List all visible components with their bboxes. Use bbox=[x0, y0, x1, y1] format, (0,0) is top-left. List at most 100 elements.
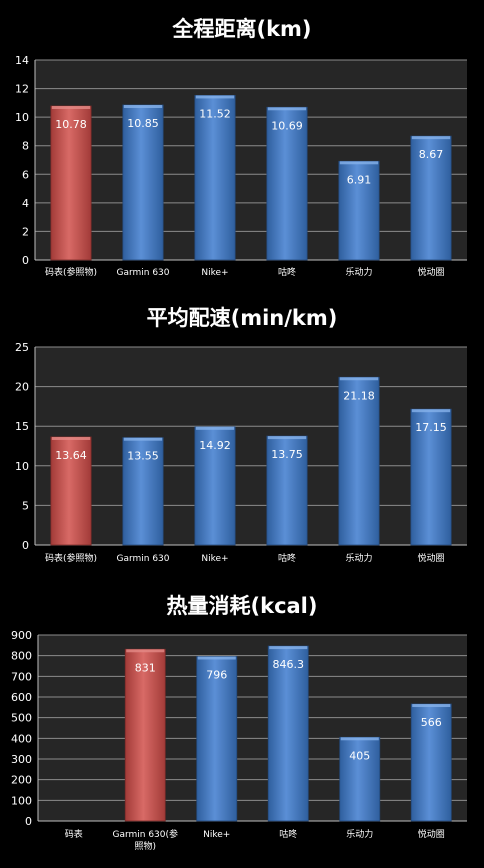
calories-y-tick-label: 400 bbox=[11, 732, 32, 745]
distance-y-tick-label: 10 bbox=[15, 111, 29, 124]
distance-y-tick-label: 14 bbox=[15, 54, 29, 67]
distance-data-label: 10.85 bbox=[127, 117, 159, 130]
calories-bar-cap bbox=[340, 737, 379, 741]
pace-y-tick-label: 25 bbox=[15, 341, 29, 354]
calories-bar-cap bbox=[269, 646, 308, 650]
pace-data-label: 21.18 bbox=[343, 389, 375, 402]
calories-plot-area bbox=[38, 635, 467, 821]
calories-bar bbox=[124, 648, 166, 822]
calories-bar bbox=[339, 736, 381, 822]
pace-category-label: 咕咚 bbox=[278, 552, 296, 564]
calories-category-label: 咕咚 bbox=[279, 828, 297, 840]
calories-bar bbox=[196, 656, 238, 822]
pace-category-label: 乐动力 bbox=[345, 552, 372, 564]
distance-data-label: 10.78 bbox=[55, 118, 87, 131]
distance-plot-area bbox=[35, 60, 467, 260]
calories-y-tick-label: 600 bbox=[11, 691, 32, 704]
distance-bar-cap bbox=[339, 161, 379, 165]
calories-category-label: 乐动力 bbox=[346, 828, 373, 840]
pace-data-label: 13.75 bbox=[271, 448, 303, 461]
calories-y-tick-label: 800 bbox=[11, 650, 32, 663]
distance-data-label: 11.52 bbox=[199, 107, 231, 120]
pace-category-label: 码表(参照物) bbox=[45, 552, 97, 564]
pace-y-tick-label: 15 bbox=[15, 420, 29, 433]
calories-y-tick-label: 500 bbox=[11, 712, 32, 725]
pace-bar bbox=[338, 376, 380, 546]
distance-category-label: Garmin 630 bbox=[116, 268, 169, 278]
calories-y-tick-label: 700 bbox=[11, 670, 32, 683]
pace-bar-cap bbox=[51, 436, 91, 440]
distance-y-tick-label: 6 bbox=[22, 168, 29, 181]
distance-bar bbox=[194, 95, 236, 261]
distance-data-label: 10.69 bbox=[271, 119, 303, 132]
pace-bar-cap bbox=[267, 436, 307, 440]
calories-chart-title: 热量消耗(kcal) bbox=[166, 594, 318, 618]
pace-data-label: 13.64 bbox=[55, 449, 87, 462]
calories-data-label: 846.3 bbox=[273, 658, 305, 671]
distance-bar-cap bbox=[195, 95, 235, 99]
calories-y-tick-label: 900 bbox=[11, 629, 32, 642]
pace-category-label: Nike+ bbox=[201, 554, 228, 564]
pace-y-tick-label: 10 bbox=[15, 460, 29, 473]
distance-bar-cap bbox=[411, 136, 451, 140]
pace-y-tick-label: 0 bbox=[22, 539, 29, 552]
calories-bar bbox=[267, 645, 309, 822]
distance-y-tick-label: 0 bbox=[22, 254, 29, 267]
pace-chart: 0 5 10 15 20 25 13.64 码表(参照物) 13.55 Garmin 630 14.… bbox=[15, 341, 467, 564]
calories-category-label: 码表 bbox=[65, 828, 83, 840]
pace-bar bbox=[50, 436, 92, 546]
calories-bar bbox=[410, 703, 452, 822]
pace-bar bbox=[122, 437, 164, 546]
calories-category-label: 照物) bbox=[134, 840, 156, 852]
calories-y-tick-label: 300 bbox=[11, 753, 32, 766]
distance-y-tick-label: 12 bbox=[15, 83, 29, 96]
calories-category-label: Nike+ bbox=[203, 830, 230, 840]
distance-category-label: Nike+ bbox=[201, 268, 228, 278]
distance-y-tick-label: 2 bbox=[22, 225, 29, 238]
calories-bar-cap bbox=[126, 649, 165, 653]
pace-category-label: 悦动圈 bbox=[417, 552, 444, 564]
distance-data-label: 8.67 bbox=[419, 148, 444, 161]
distance-bar-cap bbox=[51, 106, 91, 109]
distance-y-tick-label: 8 bbox=[22, 140, 29, 153]
pace-data-label: 13.55 bbox=[127, 450, 159, 463]
pace-bar bbox=[410, 408, 452, 546]
calories-data-label: 405 bbox=[349, 749, 370, 762]
distance-category-label: 乐动力 bbox=[345, 266, 372, 278]
pace-chart-title: 平均配速(min/km) bbox=[146, 306, 338, 330]
calories-data-label: 831 bbox=[135, 661, 156, 674]
distance-category-label: 咕咚 bbox=[278, 266, 296, 278]
pace-data-label: 14.92 bbox=[199, 439, 231, 452]
pace-category-label: Garmin 630 bbox=[116, 554, 169, 564]
distance-chart-title: 全程距离(km) bbox=[172, 17, 312, 41]
pace-y-tick-label: 5 bbox=[22, 499, 29, 512]
distance-chart-panel: 全程距离(km) 0 2 4 6 8 10 12 14 10.78 码表(参照物) 10.85 Gar… bbox=[0, 0, 484, 290]
pace-chart-panel: 平均配速(min/km) 0 5 10 15 20 25 13.64 码表(参照物) 13.55… bbox=[0, 290, 484, 580]
pace-bar-cap bbox=[339, 377, 379, 381]
distance-y-tick-label: 4 bbox=[22, 197, 29, 210]
calories-category-label: Garmin 630(参 bbox=[112, 828, 178, 840]
calories-chart: 0 100 200 300 400 500 600 700 800 900 码表 831 Garmin … bbox=[11, 629, 467, 852]
pace-data-label: 17.15 bbox=[415, 421, 447, 434]
calories-data-label: 566 bbox=[421, 716, 442, 729]
calories-category-label: 悦动圈 bbox=[418, 828, 445, 840]
calories-chart-panel: 热量消耗(kcal) 0 100 200 300 400 500 600 700 800 900 码… bbox=[0, 580, 484, 868]
pace-y-tick-label: 20 bbox=[15, 381, 29, 394]
distance-bar-cap bbox=[267, 107, 307, 111]
calories-data-label: 796 bbox=[206, 668, 227, 681]
distance-chart: 0 2 4 6 8 10 12 14 10.78 码表(参照物) 10.85 Garmin 630 11… bbox=[15, 54, 467, 278]
distance-bar bbox=[122, 104, 164, 261]
pace-bar-cap bbox=[195, 426, 235, 430]
pace-bar-cap bbox=[123, 437, 163, 441]
calories-y-tick-label: 0 bbox=[25, 815, 32, 828]
distance-data-label: 6.91 bbox=[347, 173, 372, 186]
calories-y-tick-label: 100 bbox=[11, 794, 32, 807]
pace-bar-cap bbox=[411, 409, 451, 413]
pace-plot-area bbox=[35, 347, 467, 545]
calories-bar-cap bbox=[197, 656, 236, 660]
distance-bar bbox=[338, 160, 380, 261]
pace-bar bbox=[266, 435, 308, 546]
calories-y-tick-label: 200 bbox=[11, 774, 32, 787]
pace-bar bbox=[194, 426, 236, 546]
